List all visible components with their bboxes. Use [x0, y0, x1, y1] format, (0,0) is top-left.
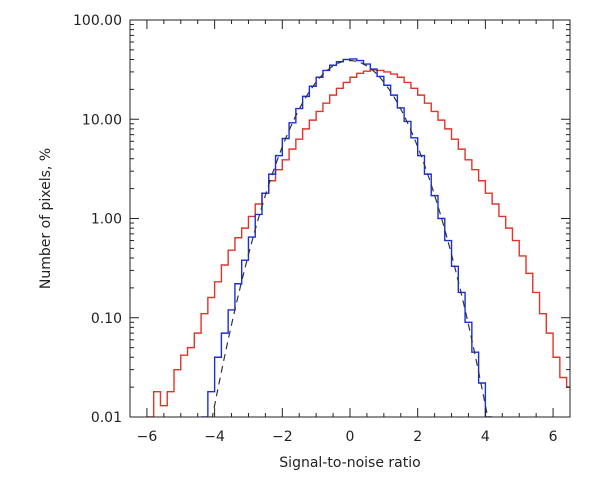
y-tick-label: 0.01	[91, 410, 122, 426]
x-tick-label: 0	[346, 429, 355, 445]
x-tick-label: −6	[137, 429, 158, 445]
x-tick-label: 2	[413, 429, 422, 445]
y-tick-label: 10.00	[82, 112, 122, 128]
x-tick-label: 6	[549, 429, 558, 445]
x-axis-title: Signal-to-noise ratio	[279, 455, 420, 471]
label-layer: −6 −4 −2 0 2 4 6 0.01 0.10 1.00 10.00 100.00	[73, 13, 558, 445]
gaussian-fit-line	[209, 59, 491, 417]
series-line-1	[201, 58, 493, 417]
series-layer	[146, 58, 570, 417]
x-tick-label: −4	[204, 429, 225, 445]
x-tick-label: −2	[272, 429, 293, 445]
y-tick-label: 100.00	[73, 13, 122, 29]
y-tick-label: 0.10	[91, 311, 122, 327]
y-axis-title: Number of pixels, %	[38, 148, 54, 289]
series-line-0	[146, 69, 570, 417]
tick-layer	[130, 19, 570, 418]
x-tick-label: 4	[481, 429, 490, 445]
y-tick-label: 1.00	[91, 212, 122, 228]
